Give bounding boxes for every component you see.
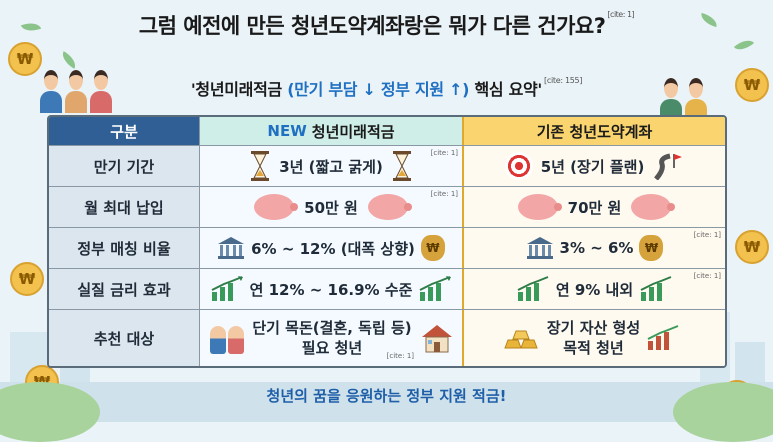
new-value-cell: 50만 원 [cite: 1] [200,187,464,227]
piggy-bank-icon [367,194,412,220]
gold-bars-icon [503,326,539,350]
growth-chart-icon [516,276,550,302]
footer-slogan: 청년의 꿈을 응원하는 정부 지원 적금! [266,387,507,405]
table-row: 정부 매칭 비율 6% ~ 12% (대폭 상향) ₩ 3% ~ 6% ₩ [c… [49,227,725,268]
row-label: 월 최대 납입 [49,187,200,227]
old-value-cell: 연 9% 내외 [cite: 1] [464,269,725,309]
new-value-cell: 6% ~ 12% (대폭 상향) ₩ [200,228,464,268]
citation: [cite: 1] [430,149,458,157]
page-subtitle: '청년미래적금 (만기 부담 ↓ 정부 지원 ↑) 핵심 요약' [cite: 1… [190,76,583,99]
citation: [cite: 1] [386,352,414,360]
won-coin-icon: ₩ [735,68,769,102]
citation: [cite: 155] [544,76,583,85]
won-coin-icon: ₩ [10,262,44,296]
won-coin-icon: ₩ [8,42,42,76]
won-coin-icon: ₩ [735,230,769,264]
house-icon [420,323,454,353]
header-new-product: NEW 청년미래적금 [200,117,464,145]
hourglass-icon [392,151,411,181]
row-label: 추천 대상 [49,310,200,366]
citation: [cite: 1] [430,190,458,198]
money-bag-icon: ₩ [420,235,445,261]
citation: [cite: 1] [693,272,721,280]
old-value-cell: 70만 원 [464,187,725,227]
bank-icon [526,236,554,260]
header-old-product: 기존 청년도약계좌 [464,117,725,145]
table-header-row: 구분 NEW 청년미래적금 기존 청년도약계좌 [49,117,725,145]
piggy-bank-icon [631,194,676,220]
target-icon [504,152,533,180]
growth-chart-icon [210,276,244,302]
growth-chart-icon [418,276,452,302]
piggy-bank-icon [254,194,299,220]
row-label: 정부 매칭 비율 [49,228,200,268]
young-people-illustration [40,70,112,113]
table-row: 만기 기간 3년 (짧고 굵게) [cite: 1] 5년 (장기 플랜) [49,145,725,186]
new-value-cell: 연 12% ~ 16.9% 수준 [200,269,464,309]
growth-chart-icon [646,325,680,351]
growth-chart-icon [639,276,673,302]
couple-icon [208,322,246,354]
citation: [cite: 1] [693,231,721,239]
hourglass-icon [251,151,270,181]
row-label: 만기 기간 [49,146,200,186]
bank-icon [217,236,245,260]
comparison-table: 구분 NEW 청년미래적금 기존 청년도약계좌 만기 기간 3년 (짧고 굵게) … [47,115,727,368]
header-category: 구분 [49,117,200,145]
piggy-bank-icon [517,194,562,220]
leaf-decoration [58,51,80,69]
new-value-cell: 3년 (짧고 굵게) [cite: 1] [200,146,464,186]
table-row: 추천 대상 단기 목돈(결혼, 독립 등) 필요 청년 [cite: 1] 장기… [49,309,725,366]
row-label: 실질 금리 효과 [49,269,200,309]
road-flag-icon [654,152,684,180]
citation: [cite: 1] [607,10,635,19]
money-bag-icon: ₩ [639,235,664,261]
table-row: 월 최대 납입 50만 원 [cite: 1] 70만 원 [49,186,725,227]
page-title: 그럼 예전에 만든 청년도약계좌랑은 뭐가 다른 건가요? [cite: 1] [138,10,635,38]
table-row: 실질 금리 효과 연 12% ~ 16.9% 수준 연 9% 내외 [cite:… [49,268,725,309]
old-value-cell: 5년 (장기 플랜) [464,146,725,186]
old-value-cell: 장기 자산 형성 목적 청년 [464,310,725,366]
old-value-cell: 3% ~ 6% ₩ [cite: 1] [464,228,725,268]
new-value-cell: 단기 목돈(결혼, 독립 등) 필요 청년 [cite: 1] [200,310,464,366]
